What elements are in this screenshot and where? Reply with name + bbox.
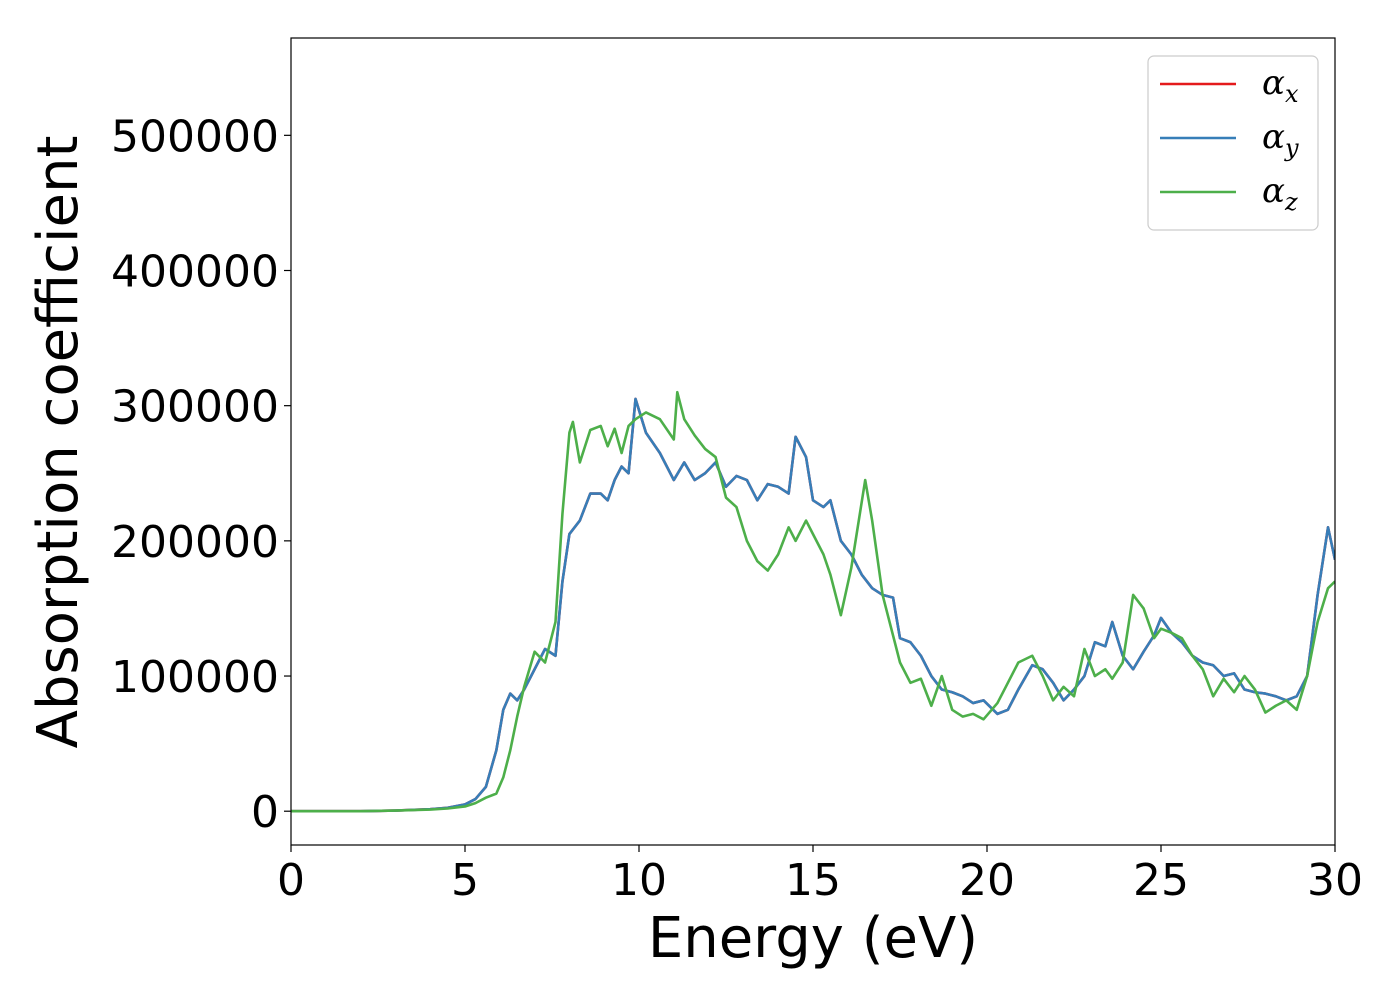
y-axis-label: Absorption coefficient — [26, 136, 91, 749]
x-tick-label: 15 — [785, 855, 841, 906]
y-axis-ticks: 0 100000 200000 300000 400000 500000 — [111, 111, 291, 838]
y-tick-label: 0 — [251, 787, 279, 838]
legend-box — [1147, 55, 1319, 231]
series-layer — [291, 390, 1335, 813]
x-tick-label: 0 — [277, 855, 305, 906]
legend-label-x: αx — [1262, 63, 1299, 108]
y-tick-label: 400000 — [111, 247, 279, 298]
legend-label-y: αy — [1262, 117, 1299, 162]
x-tick-label: 20 — [959, 855, 1015, 906]
legend: αx αy αz — [1147, 55, 1319, 231]
x-tick-label: 5 — [451, 855, 479, 906]
x-tick-label: 10 — [611, 855, 667, 906]
legend-label-z: αz — [1262, 171, 1298, 216]
x-tick-label: 30 — [1307, 855, 1363, 906]
y-tick-label: 500000 — [111, 111, 279, 162]
x-axis-ticks: 0 5 10 15 20 25 30 — [277, 845, 1363, 906]
series-line-y — [291, 397, 1335, 813]
y-tick-label: 300000 — [111, 382, 279, 433]
series-line-z — [291, 390, 1335, 813]
y-tick-label: 200000 — [111, 517, 279, 568]
y-tick-label: 100000 — [111, 652, 279, 703]
x-tick-label: 25 — [1133, 855, 1189, 906]
x-axis-label: Energy (eV) — [648, 906, 978, 971]
